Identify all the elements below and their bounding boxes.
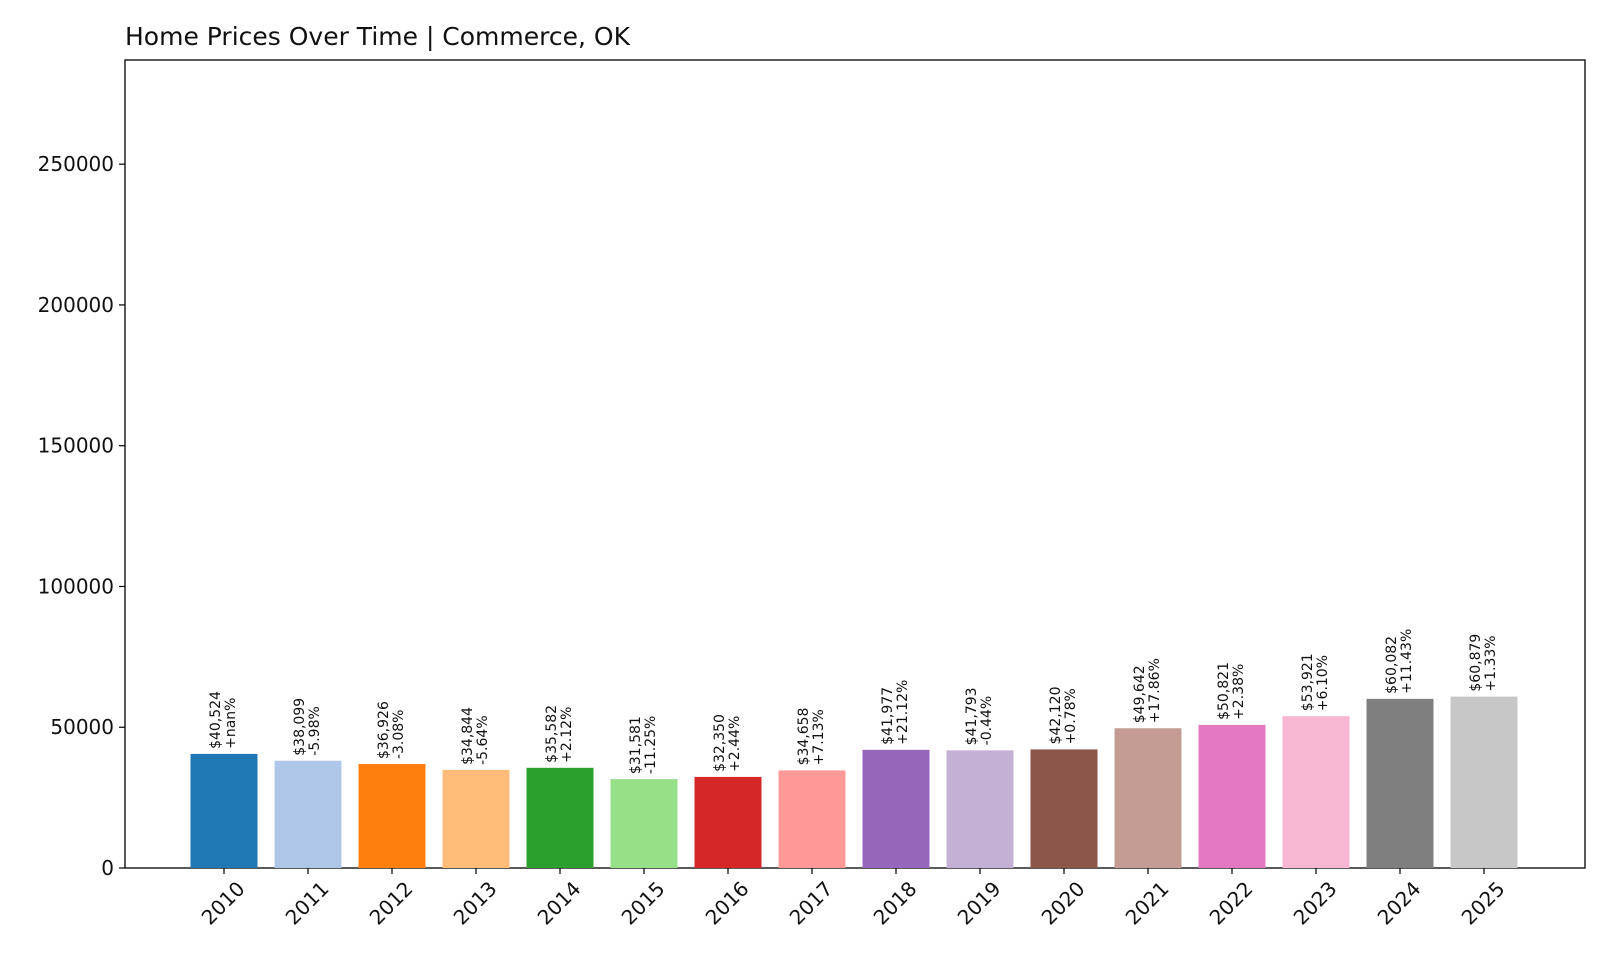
x-tick-label: 2012 [365,877,418,930]
bar-change-label: +0.78% [1063,688,1079,744]
bar-change-label: +11.43% [1399,629,1415,694]
bar-value-label: $60,879 [1468,634,1484,692]
x-tick-label: 2015 [617,877,670,930]
bar-change-label: +7.13% [811,709,827,765]
x-tick-label: 2010 [197,877,250,930]
chart-title: Home Prices Over Time | Commerce, OK [125,22,631,51]
bar-change-label: -3.08% [391,710,407,760]
bar [1366,698,1434,868]
bar-change-label: -5.64% [475,715,491,765]
bar-change-label: -5.98% [307,706,323,756]
bar-value-label: $38,099 [292,698,308,756]
x-tick-label: 2022 [1205,877,1258,930]
bar-value-label: $36,926 [376,701,392,759]
y-tick-label: 100000 [38,574,114,598]
bar [1450,696,1518,868]
bar [694,776,762,868]
bar [358,764,426,868]
bar [778,770,846,868]
y-tick-label: 250000 [38,152,114,176]
bar-change-label: +2.12% [559,707,575,763]
bar [1114,728,1182,868]
x-tick-label: 2025 [1457,877,1510,930]
bar [610,779,678,868]
x-tick-label: 2014 [533,877,586,930]
bar-value-label: $31,581 [628,716,644,774]
y-tick-label: 200000 [38,293,114,317]
bar [1030,749,1098,868]
bar-value-label: $42,120 [1048,687,1064,745]
y-tick-label: 150000 [38,434,114,458]
x-tick-label: 2013 [449,877,502,930]
x-tick-label: 2017 [785,877,838,930]
bar-value-label: $50,821 [1216,662,1232,720]
bar-value-label: $34,658 [796,708,812,766]
bar-value-label: $60,082 [1384,636,1400,694]
bar-value-label: $49,642 [1132,665,1148,723]
x-tick-label: 2019 [953,877,1006,930]
bar-value-label: $41,793 [964,687,980,745]
bar-value-label: $35,582 [544,705,560,763]
x-tick-label: 2021 [1121,877,1174,930]
x-tick-label: 2016 [701,877,754,930]
bar [274,760,342,868]
y-tick-label: 50000 [50,715,114,739]
bar [946,750,1014,868]
bar-value-label: $53,921 [1300,653,1316,711]
bar [442,769,510,868]
bar [526,767,594,868]
x-tick-label: 2023 [1289,877,1342,930]
bar [1282,716,1350,868]
bar-value-label: $41,977 [880,687,896,745]
y-tick-label: 0 [101,856,114,880]
bar-change-label: +17.86% [1147,658,1163,723]
bar-value-label: $32,350 [712,714,728,772]
bar-change-label: -0.44% [979,696,995,746]
bar [190,753,258,868]
x-tick-label: 2011 [281,877,334,930]
axes-frame [124,59,1586,869]
bar [862,749,930,868]
plot-area: 0 50000 100000 150000 200000 250000 2010 $40,52… [38,59,1586,930]
bar-change-label: +2.44% [727,716,743,772]
x-tick-label: 2024 [1373,877,1426,930]
bar-value-label: $40,524 [208,691,224,749]
x-tick-label: 2020 [1037,877,1090,930]
bar-change-label: +nan% [223,698,239,749]
bar-change-label: +6.10% [1315,655,1331,711]
bar-change-label: +1.33% [1483,635,1499,691]
bar-change-label: +2.38% [1231,664,1247,720]
bar-value-label: $34,844 [460,707,476,765]
x-tick-label: 2018 [869,877,922,930]
bar [1198,724,1266,868]
bar-change-label: +21.12% [895,680,911,745]
bar-change-label: -11.25% [643,716,659,774]
